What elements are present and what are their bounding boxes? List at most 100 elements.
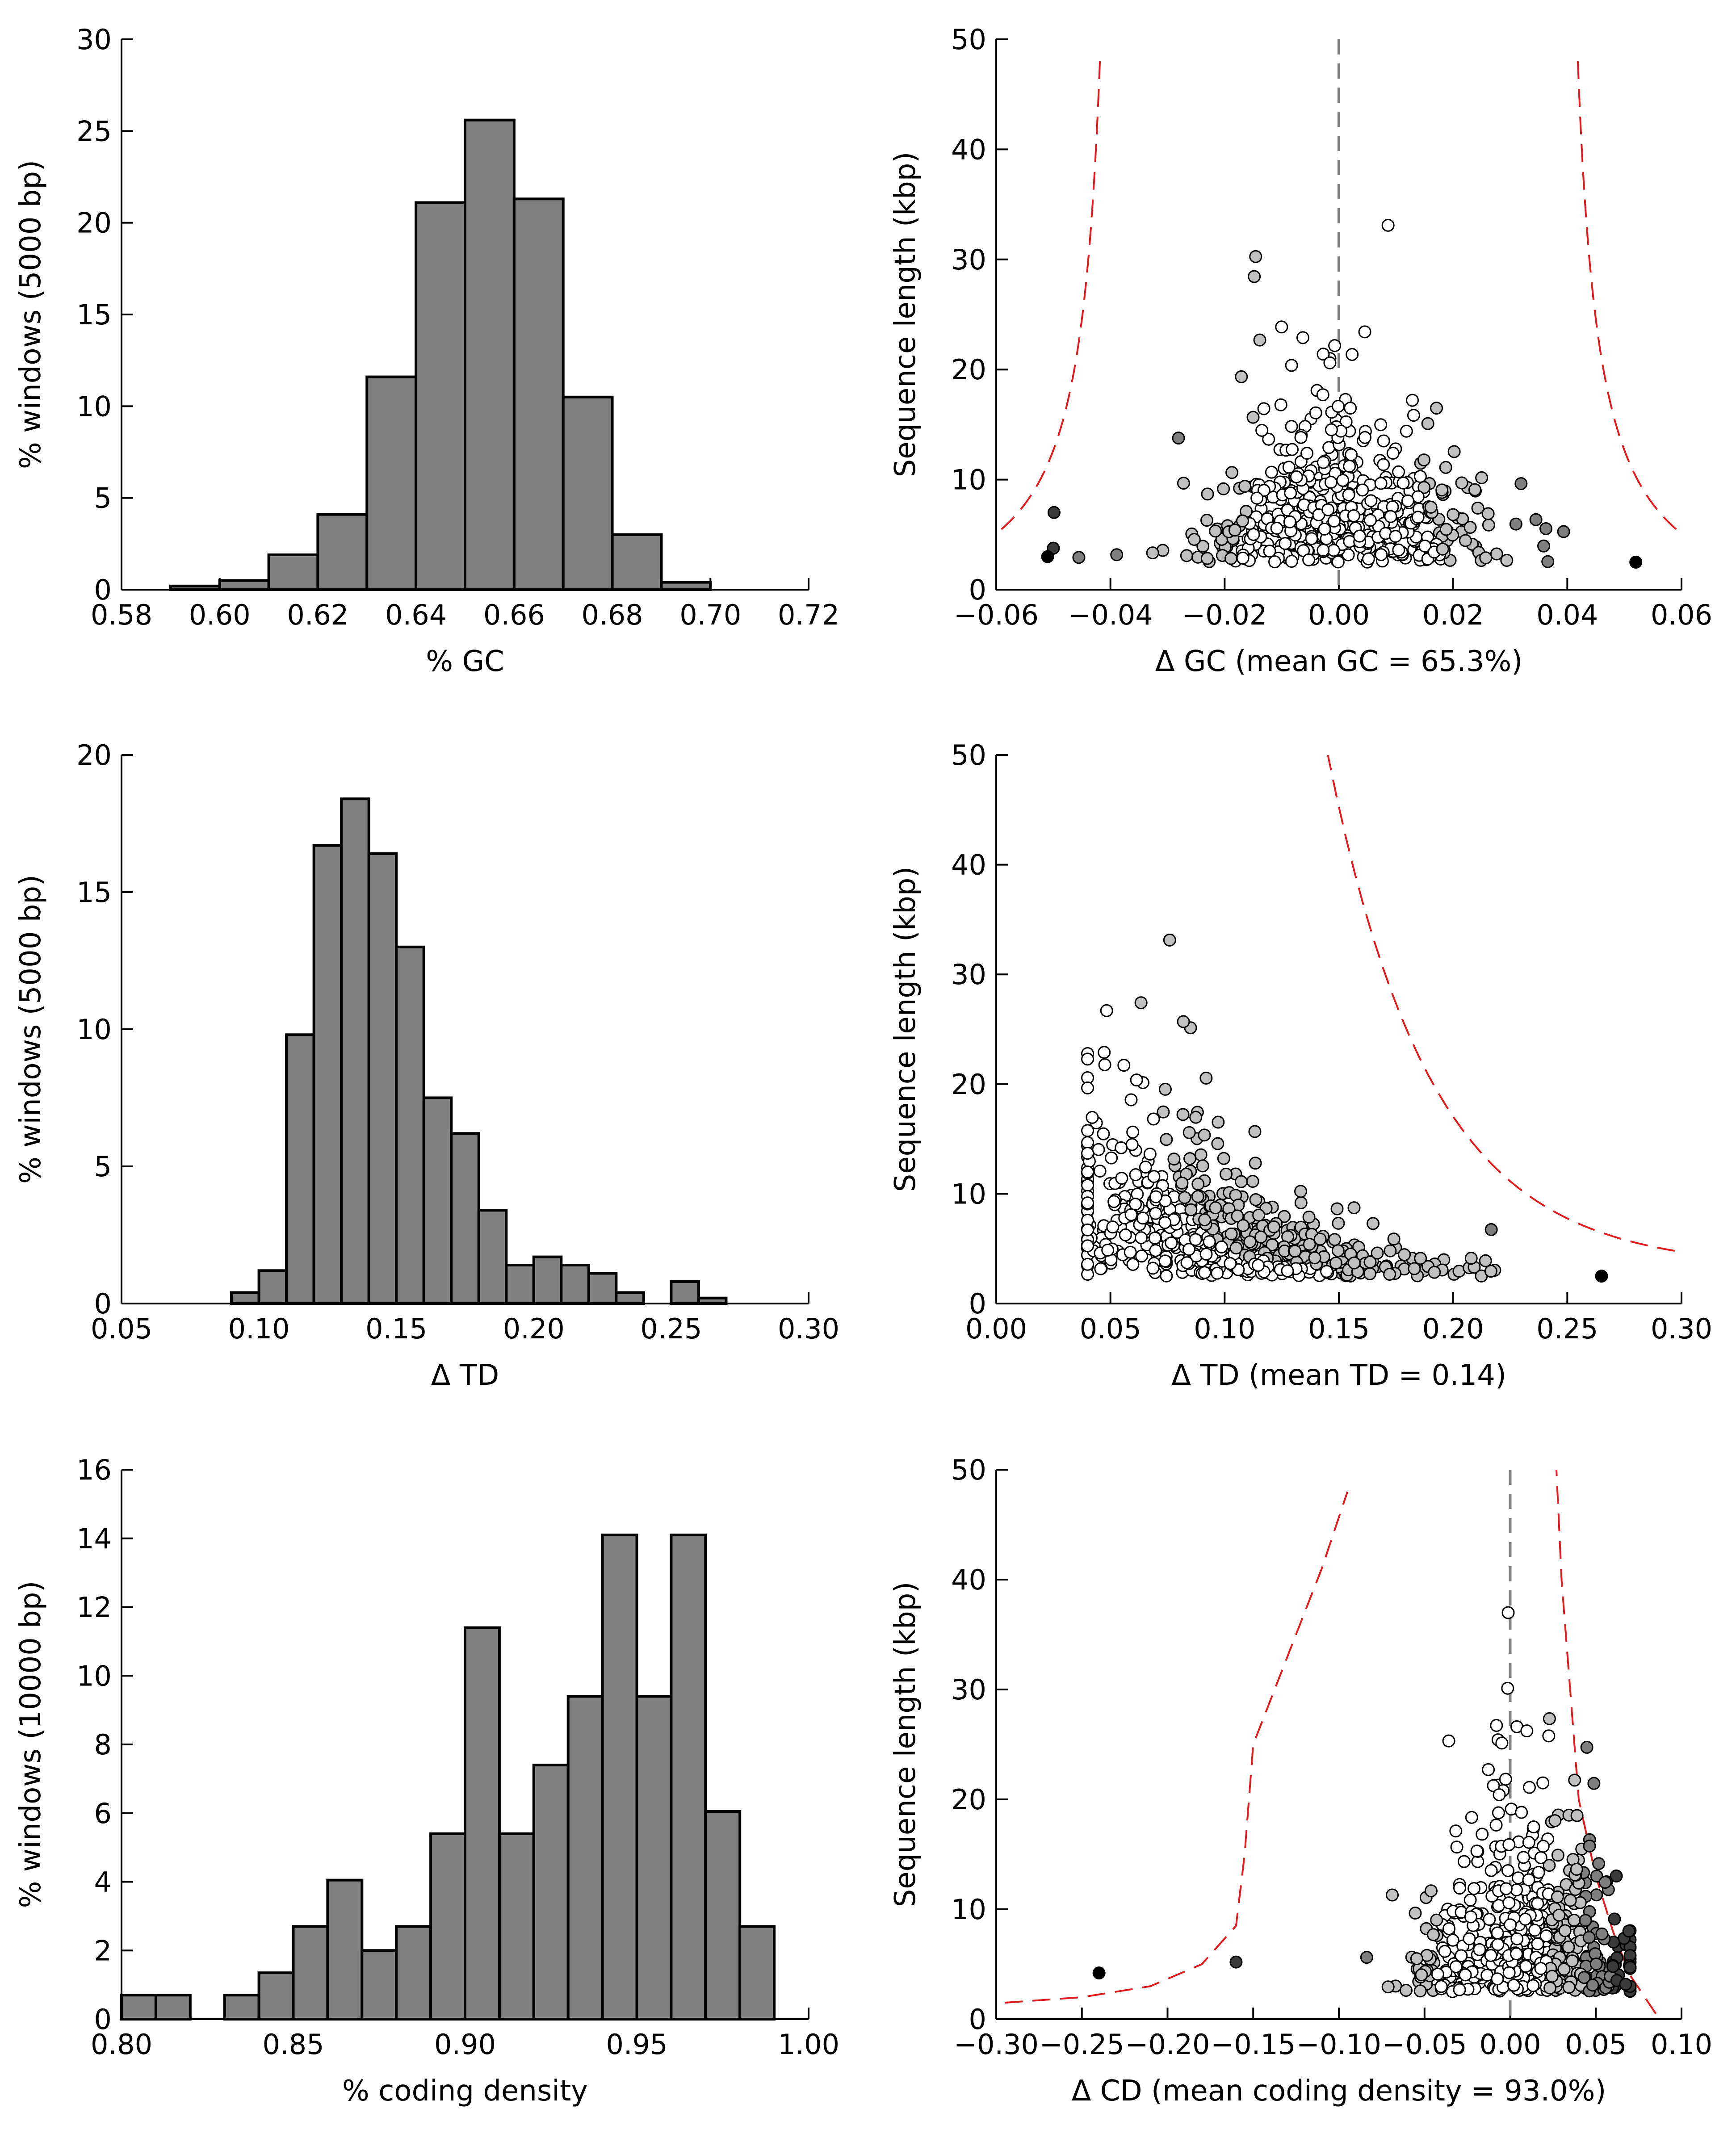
scatter-point xyxy=(1249,1193,1262,1206)
scatter-point xyxy=(1408,1262,1421,1275)
scatter-point xyxy=(1570,1809,1584,1822)
scatter-point xyxy=(1081,1147,1094,1160)
scatter-point xyxy=(1413,470,1427,483)
scatter-point xyxy=(1081,1052,1094,1066)
histogram-bar xyxy=(532,1764,570,2021)
y-axis-label: % windows (5000 bp) xyxy=(14,875,47,1184)
scatter-point xyxy=(1447,508,1460,521)
scatter-point xyxy=(1147,1170,1161,1183)
reference-curve xyxy=(1556,1470,1657,2014)
histogram-bar xyxy=(285,1033,315,1305)
scatter-point xyxy=(1364,494,1378,507)
histogram-bar xyxy=(670,1280,700,1305)
scatter-point xyxy=(1165,1236,1178,1249)
scatter-point xyxy=(1106,1220,1120,1234)
scatter-point xyxy=(1081,1124,1094,1137)
scatter-point xyxy=(1184,1203,1198,1216)
scatter-point xyxy=(1434,1980,1448,1993)
x-tick-label: −0.05 xyxy=(1382,2028,1467,2061)
scatter-point xyxy=(1285,554,1298,568)
scatter-point xyxy=(1278,1210,1291,1223)
x-tick-label: −0.15 xyxy=(1211,2028,1296,2061)
y-tick-label: 25 xyxy=(76,115,112,147)
scatter-point xyxy=(1115,1172,1128,1185)
scatter-point xyxy=(1134,1231,1148,1245)
scatter-point xyxy=(1401,494,1414,507)
x-tick-label: 0.00 xyxy=(1308,599,1370,631)
x-tick-label: −0.25 xyxy=(1040,2028,1124,2061)
scatter-point xyxy=(1481,507,1495,520)
scatter-point xyxy=(1565,1954,1579,1968)
scatter-point xyxy=(1081,1223,1094,1237)
scatter-point xyxy=(1203,1235,1216,1249)
gc-scatter-panel: −0.06 −0.04 −0.02 0.00 0.02 0.04 0.06 0 10 20 30 40… xyxy=(889,23,1712,678)
y-tick-label: 30 xyxy=(76,23,112,56)
scatter-point xyxy=(1105,1151,1118,1165)
gc-histogram-panel: 0.58 0.60 0.62 0.64 0.66 0.68 0.70 0.72 0 5 10 15 20… xyxy=(14,23,839,678)
scatter-point xyxy=(1532,1866,1545,1879)
y-tick-label: 0 xyxy=(94,2003,112,2036)
scatter-point xyxy=(1502,1838,1516,1851)
histogram-bar xyxy=(429,1832,466,2021)
scatter-point xyxy=(1215,1240,1228,1253)
scatter-point xyxy=(1449,1960,1463,1973)
scatter-point xyxy=(1283,515,1296,528)
scatter-point xyxy=(1500,553,1514,567)
histogram-bar xyxy=(312,844,343,1305)
scatter-point xyxy=(1323,356,1337,369)
scatter-point xyxy=(1479,1254,1492,1267)
x-tick-label: 0.72 xyxy=(778,599,839,631)
scatter-point xyxy=(1490,1719,1503,1732)
reference-curve xyxy=(1005,1491,1349,2004)
y-axis-label: % windows (5000 bp) xyxy=(14,160,47,469)
scatter-point xyxy=(1081,1165,1094,1179)
x-tick-label: 0.00 xyxy=(965,1312,1027,1345)
scatter-point xyxy=(1125,1138,1139,1151)
scatter-point xyxy=(1502,1896,1516,1910)
scatter-point xyxy=(1475,471,1489,484)
scatter-point xyxy=(1374,418,1388,432)
scatter-point xyxy=(1305,532,1318,545)
scatter-point xyxy=(1543,1859,1556,1872)
scatter-point xyxy=(1092,1143,1105,1156)
histogram-bar xyxy=(415,201,467,591)
scatter-point xyxy=(1539,522,1553,535)
scatter-point xyxy=(1414,1252,1427,1265)
scatter-point xyxy=(1158,1082,1172,1096)
scatter-point xyxy=(1294,431,1308,444)
scatter-point xyxy=(1501,1681,1514,1695)
scatter-point xyxy=(1396,476,1410,490)
scatter-point xyxy=(1528,1924,1542,1937)
scatter-point xyxy=(1302,553,1316,566)
scatter-point xyxy=(1331,555,1345,569)
td-histogram-panel: 0.05 0.10 0.15 0.20 0.25 0.30 0 5 10 15 20 Δ TD % wi… xyxy=(14,739,839,1392)
scatter-point xyxy=(1212,1115,1225,1129)
scatter-point xyxy=(1358,431,1371,444)
scatter-point xyxy=(1424,1884,1438,1898)
scatter-point xyxy=(1235,370,1248,383)
scatter-point xyxy=(1484,1223,1498,1236)
scatter-point xyxy=(1172,432,1185,445)
scatter-point xyxy=(1346,348,1359,361)
scatter-point xyxy=(1294,1185,1308,1198)
scatter-point xyxy=(1081,1196,1094,1210)
scatter-point xyxy=(1124,1208,1138,1221)
scatter-point xyxy=(1180,1256,1194,1270)
scatter-point xyxy=(1622,1924,1635,1938)
y-tick-label: 10 xyxy=(951,1178,986,1210)
scatter-point xyxy=(1200,552,1214,565)
scatter-point xyxy=(1409,1906,1422,1920)
scatter-point xyxy=(1415,1968,1428,1982)
x-tick-label: 0.60 xyxy=(189,599,251,631)
scatter-point xyxy=(1263,545,1276,558)
scatter-point xyxy=(1347,1256,1361,1270)
scatter-point xyxy=(1534,1851,1547,1864)
scatter-point xyxy=(1101,1244,1115,1257)
histogram-bar xyxy=(477,1209,508,1305)
x-tick-label: 0.25 xyxy=(1536,1312,1598,1345)
scatter-point xyxy=(1246,411,1260,424)
scatter-point xyxy=(1495,1736,1509,1750)
scatter-point xyxy=(1586,1979,1599,1992)
scatter-point xyxy=(1177,477,1190,490)
scatter-point xyxy=(1520,1724,1534,1738)
